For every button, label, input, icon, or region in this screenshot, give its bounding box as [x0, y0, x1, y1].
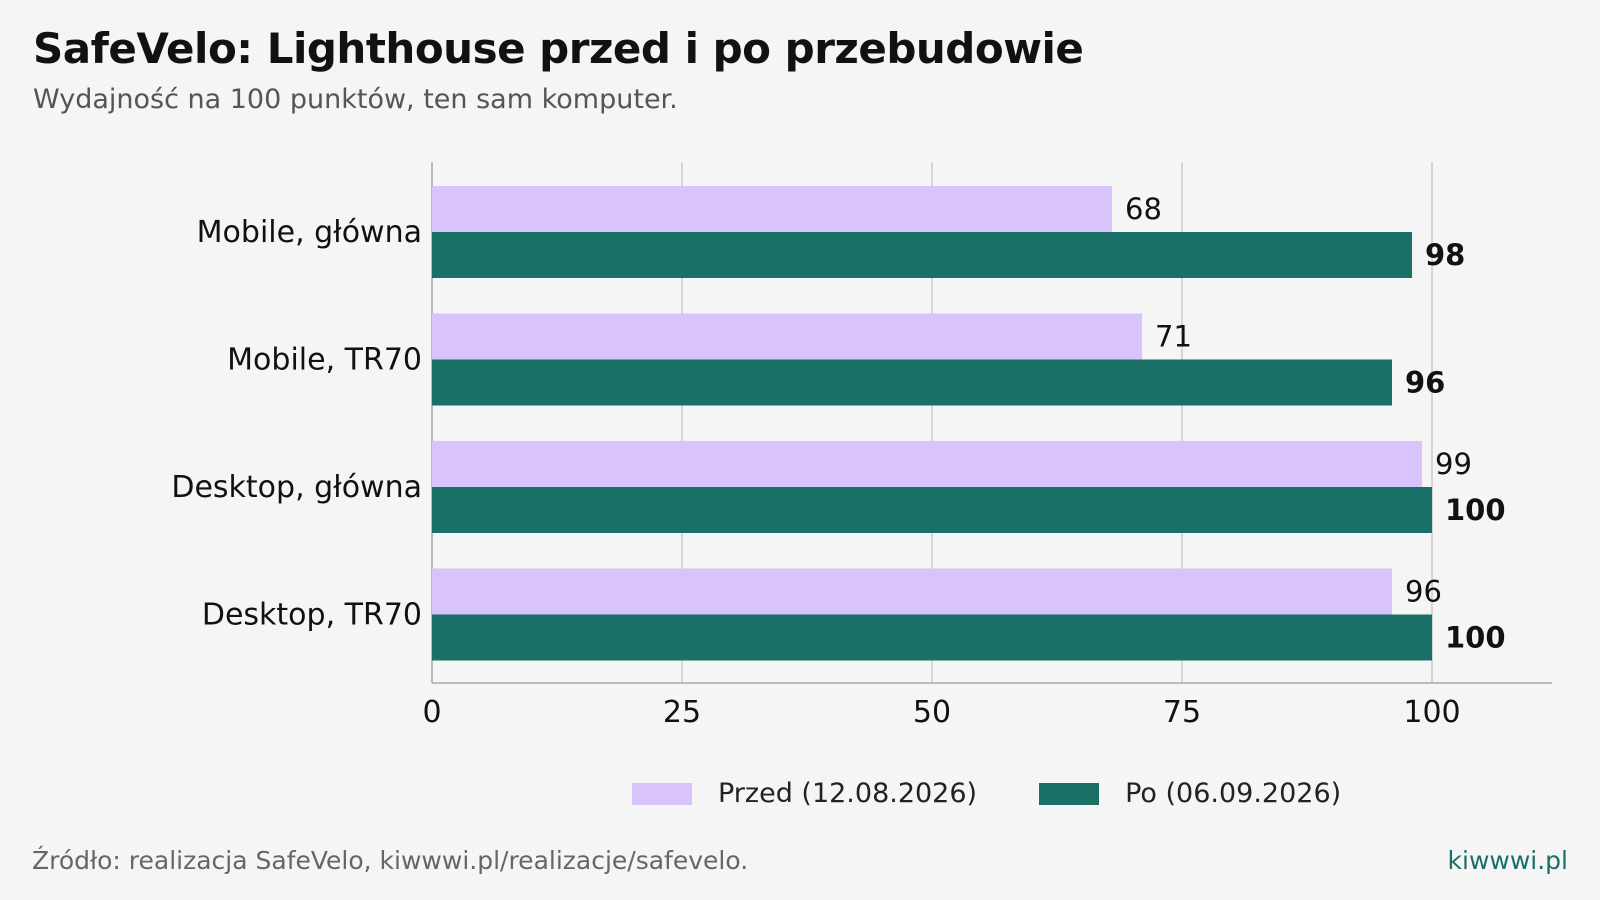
chart-title: SafeVelo: Lighthouse przed i po przebudo…	[33, 24, 1084, 73]
x-tick-label: 75	[1163, 695, 1201, 730]
x-tick-label: 50	[913, 695, 951, 730]
brand-link[interactable]: kiwwwi.pl	[1447, 846, 1568, 875]
bar-before	[432, 441, 1422, 487]
data-label-before: 96	[1405, 575, 1442, 609]
legend-label-after: Po (06.09.2026)	[1125, 778, 1342, 809]
data-label-before: 68	[1125, 192, 1162, 226]
bar-before	[432, 313, 1142, 360]
legend-swatch-after	[1039, 782, 1100, 805]
x-tick-label: 25	[663, 695, 701, 730]
data-label-after: 98	[1425, 238, 1465, 272]
legend: Przed (12.08.2026) Po (06.09.2026)	[632, 778, 1341, 809]
data-label-after: 96	[1405, 366, 1445, 400]
category-label: Desktop, TR70	[202, 598, 422, 633]
category-label: Mobile, TR70	[227, 343, 422, 378]
category-label: Mobile, główna	[197, 215, 422, 250]
data-label-before: 71	[1155, 320, 1192, 354]
bar-after	[432, 359, 1392, 406]
bar-after	[432, 232, 1412, 278]
x-tick-label: 100	[1403, 695, 1460, 730]
data-label-after: 100	[1445, 621, 1506, 655]
bar-chart: 0 25 50 75 100 Mobile, główna 68 98 Mobile, TR70…	[171, 162, 1552, 730]
chart-subtitle: Wydajność na 100 punktów, ten sam komput…	[33, 84, 678, 115]
bar-after	[432, 614, 1432, 661]
category-label: Desktop, główna	[171, 470, 422, 505]
legend-swatch-before	[632, 782, 692, 805]
x-tick-label: 0	[422, 695, 441, 730]
bar-before	[432, 568, 1392, 615]
legend-label-before: Przed (12.08.2026)	[718, 778, 978, 809]
data-label-after: 100	[1445, 493, 1506, 527]
data-label-before: 99	[1435, 447, 1472, 481]
bar-before	[432, 186, 1112, 232]
bar-after	[432, 487, 1432, 533]
legend-item-before: Przed (12.08.2026)	[632, 778, 977, 809]
legend-item-after: Po (06.09.2026)	[1039, 778, 1341, 809]
source-note: Źródło: realizacja SafeVelo, kiwwwi.pl/r…	[32, 846, 749, 875]
